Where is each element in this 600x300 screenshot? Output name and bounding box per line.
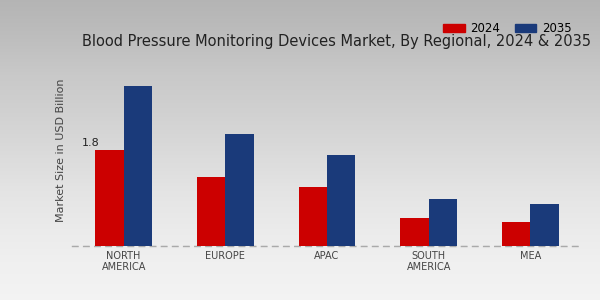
Bar [327, 155, 355, 246]
Bar [299, 187, 327, 246]
Legend: 2024, 2035: 2024, 2035 [439, 18, 576, 40]
Bar [124, 86, 152, 246]
Bar [197, 177, 226, 246]
Bar [400, 218, 428, 246]
Bar [530, 204, 559, 246]
Bar [502, 222, 530, 246]
Text: Blood Pressure Monitoring Devices Market, By Regional, 2024 & 2035: Blood Pressure Monitoring Devices Market… [82, 34, 591, 49]
Y-axis label: Market Size in USD Billion: Market Size in USD Billion [56, 78, 67, 222]
Bar [95, 150, 124, 246]
Bar [428, 199, 457, 246]
Bar [226, 134, 254, 246]
Text: 1.8: 1.8 [82, 138, 100, 148]
